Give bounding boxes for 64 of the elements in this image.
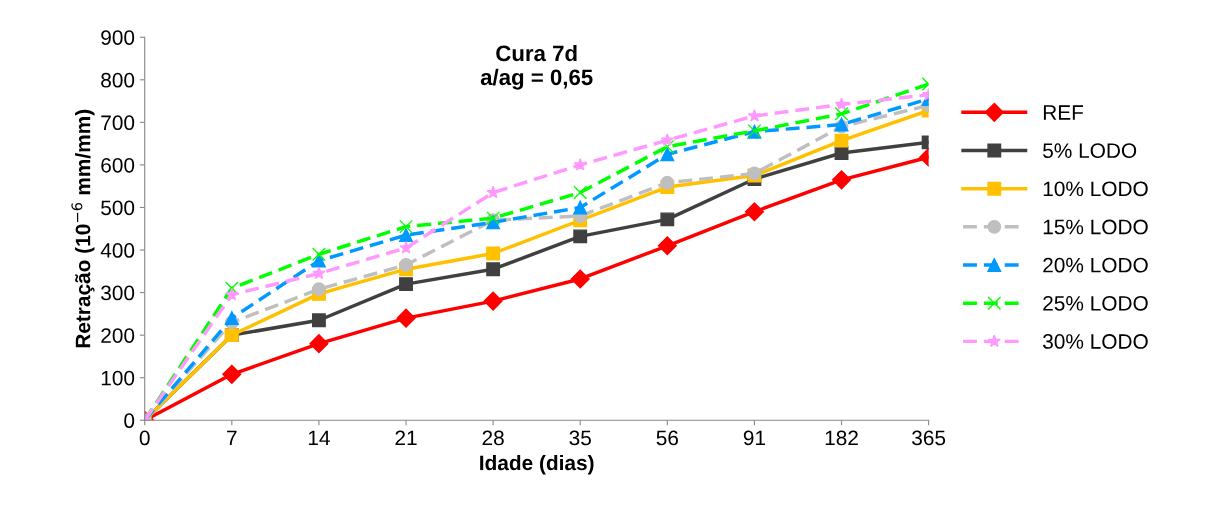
legend-label: 25% LODO [1043, 295, 1148, 311]
point [224, 281, 239, 296]
point [660, 133, 674, 146]
point [312, 266, 326, 280]
text: Cura 7d a/ag = 0,65 [480, 44, 593, 90]
x-tick-label: 0 [139, 430, 150, 446]
point [222, 364, 242, 384]
y-tick-label: 300 [101, 285, 135, 301]
y-tick-label: 500 [101, 200, 135, 216]
point [486, 246, 501, 261]
legend-label: 30% LODO [1043, 334, 1148, 349]
y-tick-label: 400 [100, 243, 135, 258]
legend-label: 10% LODO [1043, 181, 1148, 197]
x-tick-label: 28 [482, 430, 504, 446]
point [311, 313, 326, 328]
point [570, 269, 590, 289]
point [660, 212, 675, 227]
x-tick-label: 7 [227, 430, 237, 446]
point [399, 240, 413, 254]
point [573, 157, 587, 171]
point [834, 106, 849, 121]
point [573, 200, 588, 215]
point [311, 247, 326, 262]
y-axis-title: Retração (10$^{−6}$ mm/mm) [71, 109, 95, 348]
point [486, 262, 501, 277]
point [834, 97, 849, 111]
y-tick-label: 200 [101, 328, 135, 343]
point [486, 185, 500, 199]
point [399, 219, 413, 234]
x-tick-label: 56 [656, 430, 678, 446]
point [311, 282, 326, 297]
y-tick-label: 0 [124, 413, 135, 429]
y-tick-label: 800 [101, 72, 135, 88]
x-tick-label: 35 [569, 430, 591, 446]
legend-label: 15% LODO [1043, 219, 1148, 235]
y-tick-label: 100 [101, 370, 135, 386]
point [399, 228, 413, 243]
point [573, 229, 588, 244]
point [483, 291, 503, 311]
legend-label: 5% LODO [1043, 143, 1137, 159]
point [399, 277, 413, 292]
x-tick-label: 91 [743, 430, 765, 446]
point [309, 334, 329, 354]
y-tick-label: 600 [101, 157, 135, 173]
point [573, 185, 588, 200]
point [657, 236, 677, 256]
point [744, 202, 764, 222]
point [834, 133, 849, 148]
point [399, 257, 413, 272]
x-tick-label: 365 [912, 430, 946, 446]
x-tick-label: 14 [308, 430, 330, 446]
point [660, 175, 675, 190]
point [831, 170, 852, 190]
point [660, 147, 675, 162]
point [396, 308, 416, 328]
legend-label: 20% LODO [1043, 257, 1148, 273]
x-axis-title: Idade (dias) [480, 454, 594, 475]
x-tick-label: 182 [825, 430, 858, 446]
x-tick-label: 21 [395, 430, 417, 446]
y-tick-label: 700 [101, 115, 135, 131]
y-tick-label: 900 [101, 30, 135, 45]
point [224, 311, 239, 326]
legend-label: REF [1043, 105, 1084, 120]
point [747, 109, 762, 122]
